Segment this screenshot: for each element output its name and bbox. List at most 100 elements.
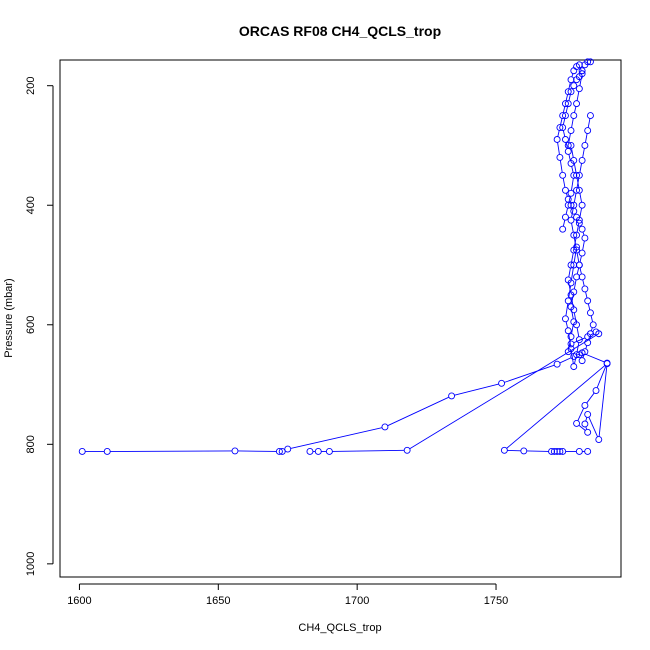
series-3-point [575,186,583,194]
series-3-point [567,345,575,353]
series-0-segment [290,427,383,449]
series-5-point [575,73,583,81]
series-0-segment [578,424,586,431]
series-5-segment [562,130,566,137]
series-3-segment [573,312,577,322]
series-3-segment [565,303,569,316]
series-4-segment [590,315,593,322]
series-0-segment [585,417,588,422]
series-0-segment [576,353,580,356]
series-5-segment [562,220,566,227]
series-4-point [587,309,594,317]
series-1-point [403,446,411,454]
series-4-segment [590,327,593,332]
series-5-point [559,124,567,131]
series-3-segment [579,208,583,218]
series-3-segment [576,223,580,233]
x-tick-label: 1600 [67,595,91,607]
series-3-point [573,243,581,251]
series-0-segment [237,450,277,452]
series-3-point [575,336,583,344]
series-0-segment [504,364,555,383]
series-2-segment [565,193,568,197]
series-5-segment [571,178,574,191]
series-3-segment [571,148,574,158]
series-2-segment [571,309,574,319]
series-0-segment [387,396,450,427]
series-0-point [498,379,506,387]
series-5-point [564,201,572,209]
series-3-point [570,306,578,314]
series-2-segment [571,118,574,128]
series-2-segment [579,76,583,86]
series-3-segment [571,267,574,281]
series-4-segment [576,252,580,263]
series-2-point [573,100,581,108]
series-0-point [584,448,592,455]
series-5-point [570,82,578,90]
series-5-segment [565,208,568,215]
series-2-segment [582,231,585,236]
series-3-segment [565,321,568,328]
series-0-segment [577,407,585,421]
series-0-segment [454,383,499,396]
series-2-point [578,249,586,257]
series-2-segment [571,294,574,304]
series-5-point [564,100,572,108]
series-3-point [575,216,583,224]
series-4-point [578,156,586,164]
series-3-point [564,327,572,335]
series-0-point [103,448,111,455]
series-4-segment [579,163,583,173]
series-5-point [562,112,569,120]
y-tick-label: 800 [25,435,37,453]
series-3-point [567,261,575,269]
series-2-point [581,234,589,242]
x-tick-label: 1700 [345,595,369,607]
series-0-segment [584,353,605,363]
series-0-segment [596,365,607,388]
series-3-segment [576,342,580,352]
series-2-point [564,88,572,96]
series-5-segment [565,106,568,113]
series-2-segment [557,130,560,137]
series-2-segment [582,240,585,251]
series-0-point [553,360,561,368]
series-0-point [500,446,508,454]
series-2-point [567,333,575,341]
series-1-segment [573,337,586,344]
series-0-point [556,448,564,455]
series-3-point [578,201,586,209]
series-3-segment [574,357,577,364]
series-0-point [278,448,286,455]
series-5-point [584,58,592,66]
series-2-segment [576,91,580,101]
series-2-segment [557,142,560,155]
series-5-point [559,225,567,233]
series-3-point [573,231,581,239]
series-0-segment [586,392,595,404]
series-0-point [520,447,528,455]
series-4-point [575,351,583,359]
series-2-point [570,112,578,120]
series-2-segment [568,82,571,89]
series-4-point [584,127,592,134]
series-0-point [284,445,292,453]
series-0-point [78,448,86,455]
series-0-point [559,448,567,455]
series-3-segment [568,333,571,346]
series-3-point [564,297,572,305]
series-4-point [581,142,589,149]
series-2-point [575,219,583,227]
series-3-segment [568,267,571,278]
series-3-point [562,315,569,323]
series-2-point [562,100,569,108]
series-2-segment [574,106,577,113]
series-5-point [567,189,575,197]
y-tick-label: 1000 [25,552,37,576]
series-5-point [562,136,569,143]
series-2-point [553,136,561,143]
series-0-point [584,428,592,436]
series-2-segment [559,160,563,173]
